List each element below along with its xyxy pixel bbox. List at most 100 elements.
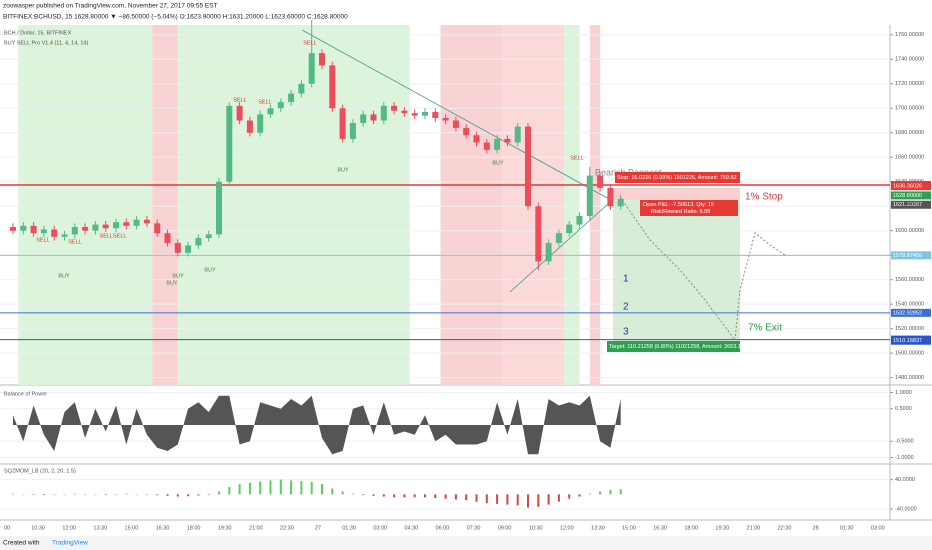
candle-body: [442, 118, 449, 121]
momentum-bar: [619, 489, 622, 495]
x-tick-label: 21:00: [249, 525, 263, 531]
momentum-bar: [516, 494, 519, 506]
candle-body: [401, 110, 408, 114]
panel-title: BCH / Dollar, 15, BITFINEX: [4, 30, 72, 36]
candle-body: [422, 111, 428, 116]
candle-body: [20, 225, 27, 231]
signal-label: SELL: [68, 239, 81, 245]
momentum-bar: [32, 494, 35, 495]
x-tick-label: 03:00: [373, 525, 387, 531]
countdown: 04:57: [905, 201, 919, 207]
level-number: 2: [623, 302, 629, 313]
momentum-bar: [22, 493, 25, 495]
y-tick-label: 40.0000: [895, 477, 915, 483]
y-tick-label: 1760.00000: [895, 32, 924, 38]
momentum-bar: [444, 494, 447, 499]
trend-line: [509, 194, 619, 293]
candle-body: [370, 114, 377, 121]
momentum-bar: [156, 494, 159, 496]
momentum-bar: [454, 494, 457, 500]
candle-body: [525, 126, 531, 207]
candle-body: [514, 126, 521, 143]
price-label: 1579.87455: [893, 253, 922, 259]
momentum-bar: [568, 494, 571, 499]
x-tick-label: 10:30: [31, 525, 45, 531]
trend-line: [301, 29, 621, 206]
y-tick-label: 1740.00000: [895, 57, 924, 63]
stop-text: 1% Stop: [745, 192, 783, 203]
y-tick-label: 1680.00000: [895, 130, 924, 136]
x-tick-label: 15:00: [125, 525, 139, 531]
y-tick-label: 1720.00000: [895, 81, 924, 87]
momentum-bar: [187, 494, 190, 497]
pnl-box: [640, 200, 738, 216]
signal-label: BUY: [337, 167, 349, 173]
footer-text: Created with: [3, 540, 40, 547]
momentum-bar: [218, 491, 220, 495]
target-box: [607, 341, 740, 352]
candle-body: [597, 175, 604, 188]
candle-body: [92, 224, 99, 231]
candle-body: [82, 227, 89, 231]
momentum-bar: [557, 494, 560, 502]
candle-body: [494, 138, 501, 150]
signal-label: BUY: [492, 160, 504, 166]
level-number: 3: [623, 327, 629, 338]
momentum-bar: [578, 494, 581, 497]
momentum-bar: [331, 488, 334, 495]
rr-text: Risk/Reward Ratio: 6.88: [651, 209, 710, 215]
signal-zone: [152, 25, 178, 385]
price-label-box: [891, 182, 931, 191]
y-tick-label: 1500.00000: [895, 351, 924, 357]
candle-body: [185, 245, 192, 253]
x-tick-label: 00: [4, 525, 10, 531]
candle-body: [576, 216, 583, 225]
signal-label: BUY: [204, 267, 216, 273]
momentum-bar: [290, 480, 293, 495]
y-tick-label: -40.0000: [895, 506, 917, 512]
momentum-bar: [176, 494, 179, 497]
candle-body: [617, 198, 624, 207]
signal-zone: [589, 25, 601, 385]
stop-box: [615, 172, 740, 183]
momentum-bar: [413, 494, 416, 498]
candle-body: [40, 229, 47, 234]
candle-body: [308, 53, 315, 84]
footer-brand: TradingView: [52, 540, 88, 547]
candle-body: [607, 187, 614, 207]
candle-body: [174, 242, 181, 253]
momentum-bar: [166, 494, 169, 496]
signal-label: BUY: [58, 273, 70, 279]
momentum-bar: [547, 494, 550, 505]
momentum-bar: [609, 489, 612, 495]
candle-body: [30, 225, 37, 234]
momentum-bar: [104, 494, 107, 495]
momentum-bar: [63, 493, 66, 495]
candle-body: [154, 223, 161, 234]
price-label-box: [891, 336, 931, 345]
candle-body: [246, 120, 253, 133]
candle-body: [51, 229, 58, 237]
candle-body: [360, 114, 367, 123]
candle-body: [349, 122, 356, 139]
candle-body: [380, 105, 387, 121]
candle-body: [586, 175, 593, 217]
x-tick-label: 27: [315, 525, 321, 531]
pnl-text: Open P&L: -7.50613, Qty: 15: [643, 202, 714, 208]
momentum-bar: [197, 494, 200, 496]
signal-label: SELL: [233, 97, 246, 103]
price-label-box: [891, 200, 931, 209]
momentum-bar: [341, 491, 344, 495]
price-label: 1628.80000: [893, 193, 922, 199]
momentum-bar: [537, 494, 540, 507]
x-tick-label: 03:00: [871, 525, 885, 531]
momentum-bar: [424, 494, 426, 498]
candle-body: [143, 219, 150, 224]
signal-zone: [177, 25, 410, 385]
momentum-bar: [207, 494, 210, 495]
momentum-bar: [588, 493, 591, 495]
x-tick-label: 18:00: [684, 525, 698, 531]
x-tick-label: 13:30: [93, 525, 107, 531]
y-tick-label: 1560.00000: [895, 277, 924, 283]
x-tick-label: 16:30: [653, 525, 667, 531]
